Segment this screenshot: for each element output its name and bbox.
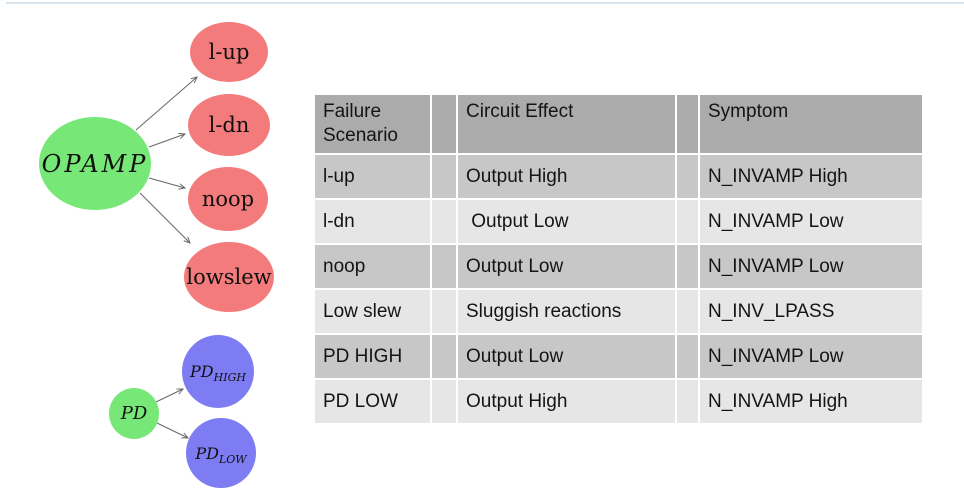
spacer-cell [432, 200, 456, 243]
node-pd: PD [109, 388, 159, 439]
cell-effect: Sluggish reactions [458, 290, 675, 333]
arrow-opamp-lowslew [139, 192, 191, 244]
arrow-pd-pdlow [156, 422, 190, 439]
cell-symptom: N_INVAMP Low [700, 245, 922, 288]
spacer-cell [432, 245, 456, 288]
top-border-line [6, 2, 964, 4]
node-pd-low: PDLOW [186, 418, 256, 488]
spacer-cell [677, 335, 698, 378]
node-l-dn: l-dn [188, 94, 270, 156]
cell-scenario: noop [315, 245, 430, 288]
cell-symptom: N_INV_LPASS [700, 290, 922, 333]
spacer-cell [677, 155, 698, 198]
header-cell-failure-scenario: Failure Scenario [315, 95, 430, 153]
node-opamp-label: OPAMP [41, 149, 149, 178]
cell-scenario: l-up [315, 155, 430, 198]
arrow-opamp-ldn [148, 132, 187, 148]
cell-scenario: PD HIGH [315, 335, 430, 378]
node-l-dn-label: l-dn [208, 113, 250, 137]
spacer-cell [677, 380, 698, 423]
cell-symptom: N_INVAMP Low [700, 335, 922, 378]
cell-symptom: N_INVAMP High [700, 380, 922, 423]
cell-effect: Output High [458, 380, 675, 423]
spacer-cell [432, 290, 456, 333]
node-noop-label: noop [201, 187, 255, 211]
spacer-cell [432, 335, 456, 378]
header-cell-symptom: Symptom [700, 95, 922, 153]
spacer-cell [677, 245, 698, 288]
node-opamp: OPAMP [39, 117, 151, 210]
cell-effect: Output Low [458, 245, 675, 288]
node-l-up-label: l-up [208, 40, 250, 64]
spacer-cell [677, 290, 698, 333]
arrow-pd-pdhigh [155, 388, 185, 403]
spacer-cell [432, 380, 456, 423]
spacer-cell [677, 200, 698, 243]
cell-effect: Output Low [458, 200, 675, 243]
header-spacer-cell [432, 95, 456, 153]
diagram-arrows [135, 76, 198, 439]
node-pd-high-label: PDHIGH [190, 362, 246, 384]
cell-effect: Output Low [458, 335, 675, 378]
cell-symptom: N_INVAMP Low [700, 200, 922, 243]
cell-symptom: N_INVAMP High [700, 155, 922, 198]
node-pd-label: PD [120, 403, 148, 424]
node-pd-low-label: PDLOW [195, 443, 247, 466]
cell-scenario: PD LOW [315, 380, 430, 423]
arrow-opamp-noop [148, 177, 187, 190]
header-cell-circuit-effect: Circuit Effect [458, 95, 675, 153]
failure-table: Failure Scenario Circuit Effect Symptom … [315, 95, 922, 423]
node-lowslew: lowslew [184, 242, 274, 312]
node-lowslew-label: lowslew [186, 265, 272, 289]
node-noop: noop [188, 167, 268, 231]
header-spacer-cell [677, 95, 698, 153]
cell-scenario: l-dn [315, 200, 430, 243]
arrow-opamp-lup [135, 76, 198, 131]
node-l-up: l-up [190, 22, 268, 82]
cell-scenario: Low slew [315, 290, 430, 333]
spacer-cell [432, 155, 456, 198]
node-pd-high: PDHIGH [182, 335, 254, 408]
cell-effect: Output High [458, 155, 675, 198]
